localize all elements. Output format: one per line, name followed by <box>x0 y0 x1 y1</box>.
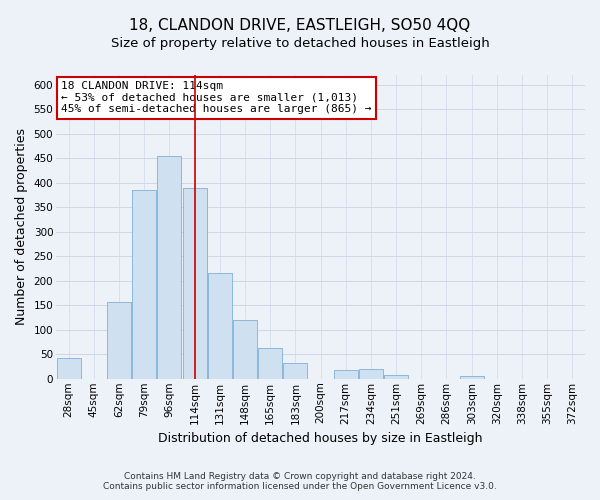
Bar <box>132 190 156 379</box>
X-axis label: Distribution of detached houses by size in Eastleigh: Distribution of detached houses by size … <box>158 432 483 445</box>
Bar <box>157 156 181 379</box>
Text: 18 CLANDON DRIVE: 114sqm
← 53% of detached houses are smaller (1,013)
45% of sem: 18 CLANDON DRIVE: 114sqm ← 53% of detach… <box>61 81 372 114</box>
Text: 18, CLANDON DRIVE, EASTLEIGH, SO50 4QQ: 18, CLANDON DRIVE, EASTLEIGH, SO50 4QQ <box>130 18 470 32</box>
Bar <box>233 320 257 379</box>
Bar <box>57 358 80 379</box>
Text: Contains public sector information licensed under the Open Government Licence v3: Contains public sector information licen… <box>103 482 497 491</box>
Text: Contains HM Land Registry data © Crown copyright and database right 2024.: Contains HM Land Registry data © Crown c… <box>124 472 476 481</box>
Bar <box>182 188 206 379</box>
Bar <box>107 302 131 379</box>
Bar <box>460 376 484 379</box>
Bar <box>334 370 358 379</box>
Bar <box>208 274 232 379</box>
Text: Size of property relative to detached houses in Eastleigh: Size of property relative to detached ho… <box>110 38 490 51</box>
Bar <box>258 348 282 379</box>
Y-axis label: Number of detached properties: Number of detached properties <box>15 128 28 326</box>
Bar <box>359 369 383 379</box>
Bar <box>384 375 408 379</box>
Bar <box>283 362 307 379</box>
